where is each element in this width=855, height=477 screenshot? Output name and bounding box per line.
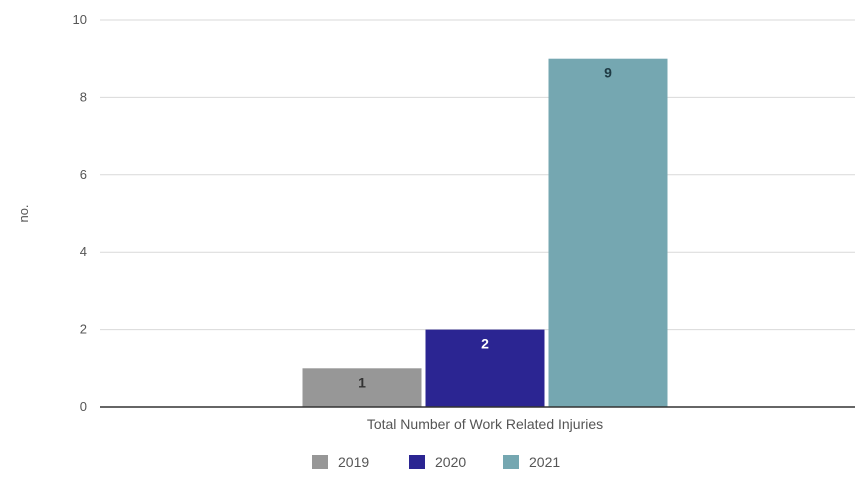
category-label: Total Number of Work Related Injuries: [367, 416, 603, 432]
y-tick-label: 4: [80, 244, 87, 259]
legend-label-2020: 2020: [435, 454, 466, 470]
y-tick-label: 0: [80, 399, 87, 414]
data-label-2021: 9: [604, 65, 612, 81]
y-tick-label: 2: [80, 322, 87, 337]
gridlines: [100, 19, 855, 331]
legend-swatch-2021: [503, 455, 519, 469]
category-labels: Total Number of Work Related Injuries: [367, 416, 603, 432]
bar-2019: [302, 368, 422, 407]
y-axis-ticks: 0 2 4 6 8 10: [73, 12, 87, 414]
legend-swatch-2020: [409, 455, 425, 469]
data-label-2020: 2: [481, 336, 489, 352]
legend: 2019 2020 2021: [312, 454, 560, 470]
legend-label-2021: 2021: [529, 454, 560, 470]
legend-swatch-2019: [312, 455, 328, 469]
y-tick-label: 6: [80, 167, 87, 182]
y-tick-label: 8: [80, 89, 87, 104]
bar-2021: [548, 58, 668, 407]
y-tick-label: 10: [73, 12, 87, 27]
data-label-2019: 1: [358, 374, 366, 390]
bars: 1 2 9: [302, 58, 668, 407]
y-axis-label: no.: [16, 204, 31, 222]
bar-2020: [425, 329, 545, 407]
legend-label-2019: 2019: [338, 454, 369, 470]
